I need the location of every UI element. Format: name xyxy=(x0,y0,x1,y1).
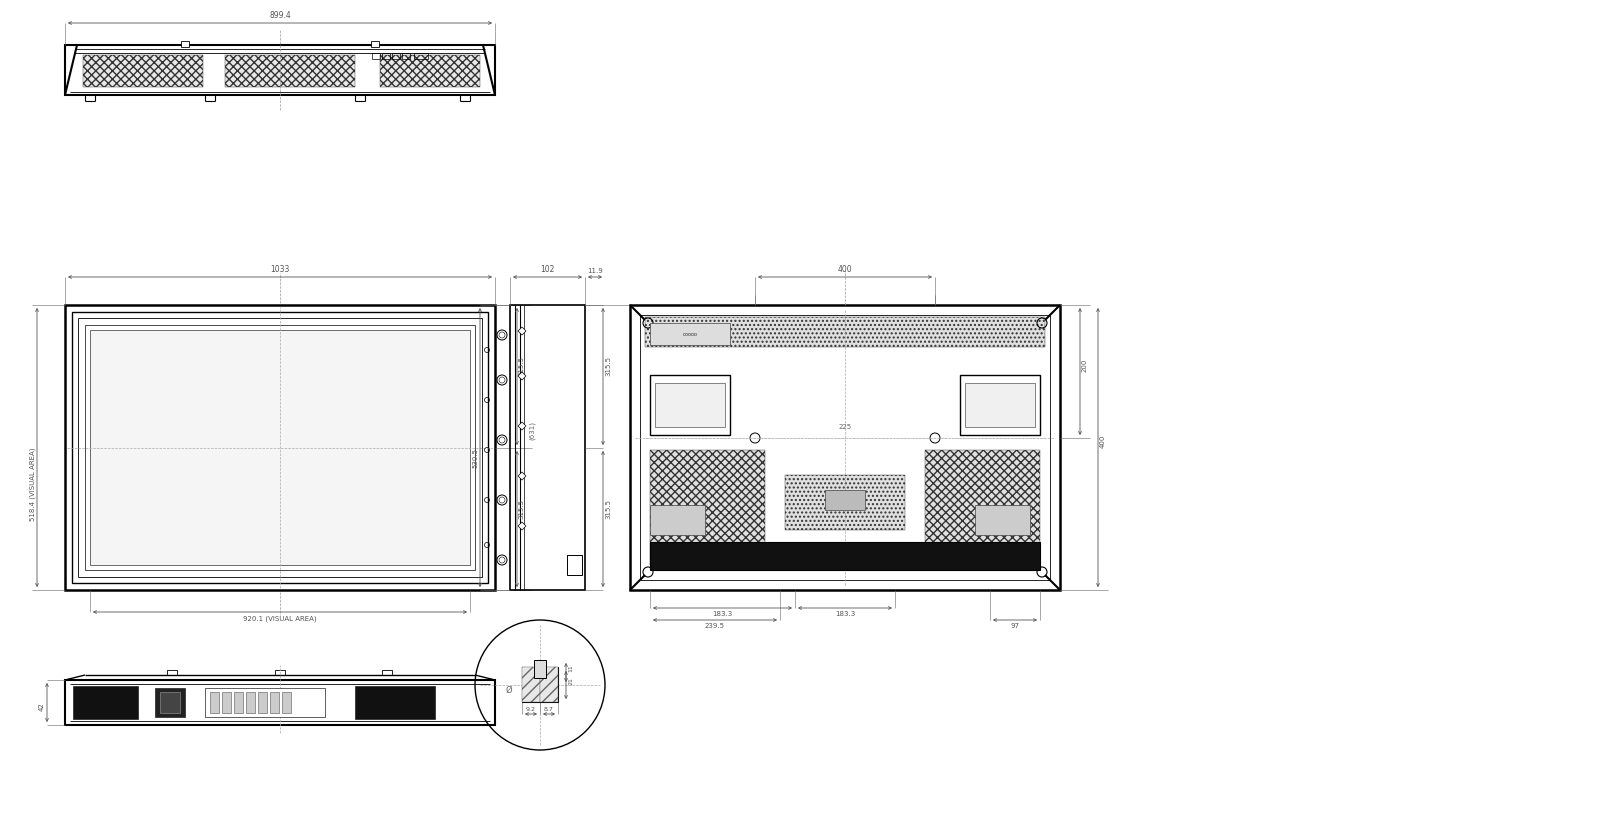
Bar xyxy=(640,315,1050,580)
Polygon shape xyxy=(518,422,526,430)
Polygon shape xyxy=(518,472,526,480)
Text: 400: 400 xyxy=(838,265,853,274)
Bar xyxy=(650,505,706,535)
Text: ooooo: ooooo xyxy=(683,332,698,337)
Bar xyxy=(510,305,586,590)
Text: 183.3: 183.3 xyxy=(712,611,733,617)
Text: (631): (631) xyxy=(530,421,536,440)
Bar xyxy=(566,555,582,575)
Bar xyxy=(402,53,410,59)
Bar xyxy=(371,41,379,47)
Bar xyxy=(78,318,482,577)
Text: 11.9: 11.9 xyxy=(587,268,603,274)
Text: 21: 21 xyxy=(568,677,573,685)
Bar xyxy=(522,667,541,702)
Text: 530.5: 530.5 xyxy=(472,448,478,468)
Bar xyxy=(155,688,186,717)
Text: 315.5: 315.5 xyxy=(605,356,611,376)
Bar xyxy=(371,53,381,59)
Bar xyxy=(222,692,230,713)
Bar xyxy=(66,680,494,725)
Polygon shape xyxy=(518,327,526,335)
Bar xyxy=(160,692,179,713)
Text: 315.5: 315.5 xyxy=(605,499,611,519)
Text: 11: 11 xyxy=(568,664,573,673)
Bar xyxy=(381,55,480,87)
Text: 400: 400 xyxy=(1101,434,1106,448)
Bar xyxy=(270,692,278,713)
Bar xyxy=(66,45,494,95)
Bar xyxy=(226,55,355,87)
Bar xyxy=(382,53,390,59)
Bar xyxy=(282,692,291,713)
Text: 200: 200 xyxy=(1082,358,1088,371)
Text: 102: 102 xyxy=(541,265,555,274)
Bar xyxy=(534,660,546,678)
Bar xyxy=(650,323,730,345)
Text: 239.5: 239.5 xyxy=(706,623,725,629)
Bar xyxy=(650,450,765,565)
Bar xyxy=(74,686,138,719)
Bar xyxy=(650,375,730,435)
Bar xyxy=(181,41,189,47)
Bar xyxy=(205,688,325,717)
Bar xyxy=(83,55,203,87)
Bar xyxy=(246,692,254,713)
Bar xyxy=(166,670,178,675)
Polygon shape xyxy=(518,522,526,530)
Text: 183.3: 183.3 xyxy=(835,611,854,617)
Bar xyxy=(522,667,558,702)
Bar xyxy=(66,305,494,590)
Bar xyxy=(826,490,866,510)
Bar xyxy=(355,686,435,719)
Bar xyxy=(654,383,725,427)
Bar xyxy=(960,375,1040,435)
Bar xyxy=(382,670,392,675)
Text: 225: 225 xyxy=(838,424,851,430)
Bar xyxy=(650,542,1040,570)
Bar xyxy=(72,312,488,583)
Text: 97: 97 xyxy=(1011,623,1019,629)
Text: 899.4: 899.4 xyxy=(269,11,291,20)
Bar xyxy=(90,330,470,565)
Bar xyxy=(414,53,429,59)
Bar xyxy=(630,305,1059,590)
Text: 315.5: 315.5 xyxy=(518,499,525,519)
Bar xyxy=(392,53,400,59)
Polygon shape xyxy=(518,372,526,380)
Text: Ø: Ø xyxy=(506,685,512,695)
Text: 1033: 1033 xyxy=(270,265,290,274)
Bar xyxy=(275,670,285,675)
Bar xyxy=(645,317,1045,347)
Bar xyxy=(925,450,1040,565)
Bar xyxy=(210,692,219,713)
Text: 920.1 (VISUAL AREA): 920.1 (VISUAL AREA) xyxy=(243,615,317,622)
Text: 8.7: 8.7 xyxy=(544,707,554,712)
Text: 9.2: 9.2 xyxy=(526,707,536,712)
Bar xyxy=(258,692,267,713)
Bar xyxy=(85,325,475,570)
Bar xyxy=(974,505,1030,535)
Text: 42: 42 xyxy=(38,702,45,711)
Text: 315.5: 315.5 xyxy=(518,356,525,376)
Bar xyxy=(965,383,1035,427)
Bar xyxy=(786,475,906,530)
Text: 518.4 (VISUAL AREA): 518.4 (VISUAL AREA) xyxy=(30,448,37,521)
Bar xyxy=(541,667,558,702)
Bar xyxy=(234,692,243,713)
